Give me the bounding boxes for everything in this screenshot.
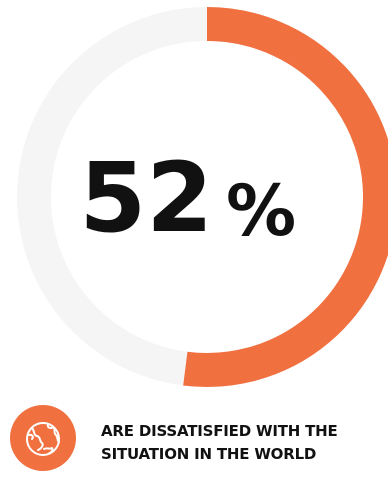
donut-chart: 52 % <box>79 7 388 387</box>
donut-fill-segment <box>183 7 388 387</box>
percentage-number: 52 <box>79 142 213 254</box>
caption-row: ARE DISSATISFIED WITH THE SITUATION IN T… <box>0 400 388 480</box>
caption-line-1: ARE DISSATISFIED WITH THE <box>101 422 338 440</box>
globe-icon-background <box>10 405 76 471</box>
globe-icon-glyph <box>26 422 60 456</box>
caption-line-2: SITUATION IN THE WORLD <box>101 445 317 463</box>
caption-text: ARE DISSATISFIED WITH THE SITUATION IN T… <box>101 420 388 466</box>
percentage-sign: % <box>226 170 296 252</box>
globe-icon <box>10 405 76 471</box>
